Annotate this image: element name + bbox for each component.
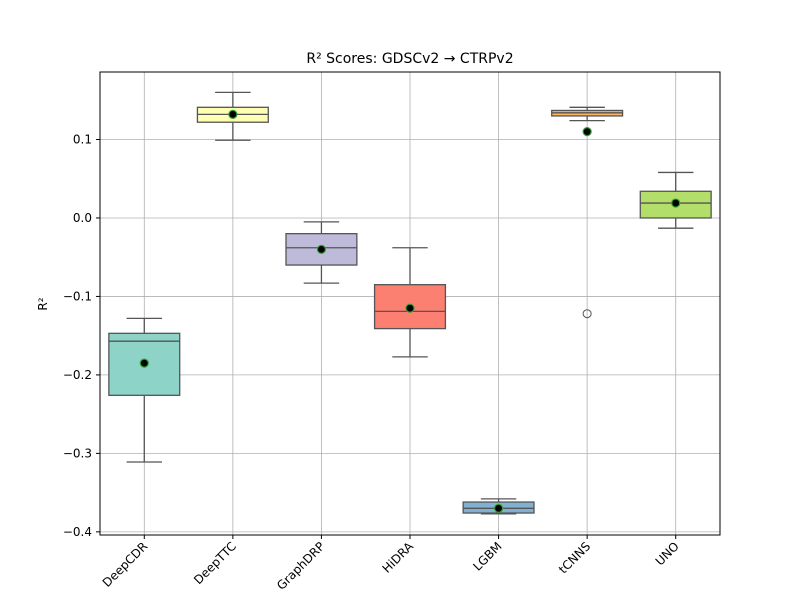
mean-marker [316,244,327,254]
mean-marker [493,503,504,513]
outlier-point [582,309,592,319]
box-group-lgbm [462,498,535,515]
y-tick-label: −0.4 [63,525,92,539]
y-tick-label: −0.2 [63,368,92,382]
box-group-deepcdr [108,317,181,463]
y-tick-label: −0.1 [63,289,92,303]
mean-marker [582,127,592,137]
y-axis-label: R² [36,297,50,310]
y-tick-label: −0.3 [63,446,92,460]
box-group-deepttc [196,91,269,141]
box-group-uno [639,171,712,229]
mean-marker [671,198,681,208]
boxes-layer [108,91,712,515]
box-group-tcnns [551,106,624,319]
y-tick-label: 0.0 [73,211,92,225]
box-group-hidra [373,247,447,358]
mean-marker [139,358,149,368]
mean-marker [405,303,415,313]
mean-marker [228,109,238,119]
chart-title: R² Scores: GDSCv2 → CTRPv2 [306,51,513,67]
box-group-graphdrp [285,221,358,284]
y-tick-label: 0.1 [73,132,92,146]
